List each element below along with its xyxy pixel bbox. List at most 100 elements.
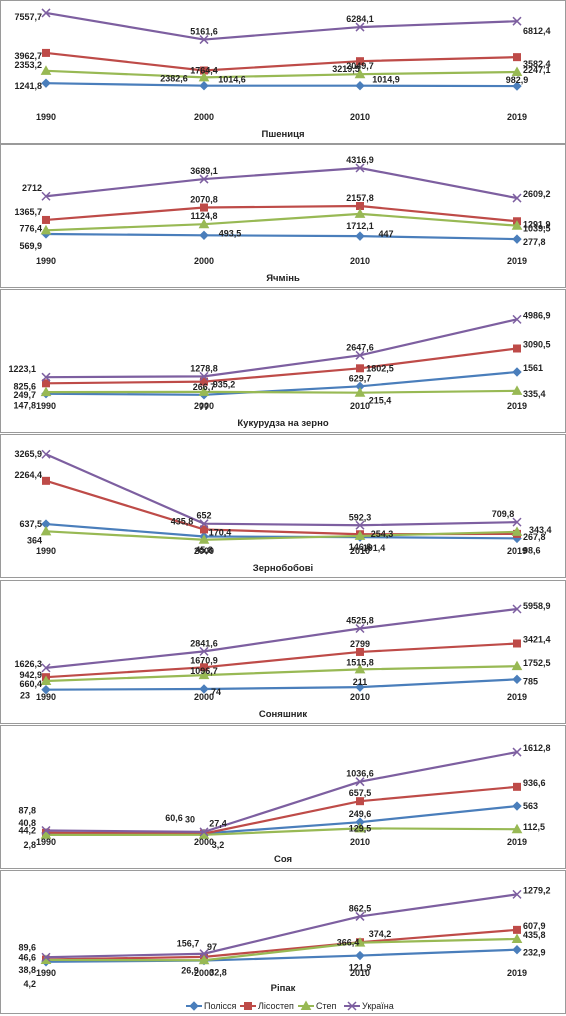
data-point (199, 519, 209, 529)
data-label: 942,9 (19, 670, 42, 680)
data-label: 2247,1 (523, 65, 551, 75)
chart-panel-1: 1241,8 1014,6 1014,9 982,9 3962,7 2382,6 3219,… (0, 0, 566, 144)
data-point (511, 66, 523, 77)
data-point (356, 797, 364, 806)
series-line (45, 678, 518, 691)
data-label: 1096,7 (190, 666, 218, 676)
data-point (354, 68, 366, 79)
data-label: 112,5 (523, 822, 545, 832)
data-label: 74 (211, 687, 221, 697)
x-tick-label: 2000 (194, 401, 214, 411)
data-label: 121,9 (349, 963, 372, 973)
data-point (199, 35, 209, 45)
data-point (355, 911, 365, 921)
data-label: 652 (196, 511, 211, 521)
data-label: 170,4 (209, 527, 232, 537)
data-label: 2382,6 (160, 73, 188, 83)
data-label: 156,7 (177, 939, 200, 949)
data-label: 4316,9 (346, 155, 374, 165)
chart-panel-2: 569,9 493,5 447 277,8 1365,7 2070,8 2157,8 1291… (0, 144, 566, 288)
data-label: 1561 (523, 363, 543, 373)
data-label: 232,9 (523, 948, 546, 958)
series-line (45, 51, 518, 72)
data-label: 211 (353, 677, 368, 687)
data-point (513, 53, 521, 62)
data-point (355, 163, 365, 173)
series-line (45, 453, 518, 527)
x-tick-label: 2010 (350, 968, 370, 978)
data-point (511, 220, 523, 230)
data-label: 3962,7 (14, 51, 42, 61)
data-label: 97 (207, 942, 217, 952)
data-label: 3421,4 (523, 634, 551, 644)
data-label: 98,6 (523, 545, 541, 555)
data-point (511, 933, 523, 943)
data-point (511, 526, 523, 536)
data-label: 4986,9 (523, 310, 551, 320)
data-point (511, 660, 523, 671)
legend-marker-x (347, 1001, 357, 1011)
chart-panel-7: 4,2 26,9 121,9 232,9 46,6 97 374,2 607,9 38,8 32,… (0, 870, 566, 1014)
data-label: 129,5 (349, 823, 372, 833)
x-tick-label: 2010 (350, 401, 370, 411)
data-point (356, 647, 364, 656)
data-label: 335,4 (523, 389, 546, 399)
data-label: 2647,6 (346, 342, 374, 352)
data-label: 1764,4 (190, 65, 218, 75)
data-label: 23 (20, 691, 30, 701)
data-label: 1291,9 (523, 219, 551, 229)
data-label: 862,5 (349, 903, 372, 913)
chart-frame (0, 434, 566, 578)
data-point (513, 782, 521, 791)
series-line (45, 69, 518, 79)
data-label: 44,2 (18, 826, 36, 836)
x-tick-label: 1990 (36, 692, 56, 702)
data-label: 1223,1 (8, 364, 36, 374)
data-point (511, 823, 523, 834)
x-tick-label: 2010 (350, 692, 370, 702)
legend-marker-triangle (300, 1000, 312, 1010)
data-point (198, 218, 210, 229)
chart-panel-6: 40,8 30 249,6 563 44,2 27,4 657,5 936,6 2,8 3,2 12… (0, 725, 566, 869)
x-tick-label: 2010 (350, 837, 370, 847)
data-label: 7557,7 (14, 12, 42, 22)
data-label: 26,9 (181, 966, 199, 976)
data-point (355, 682, 365, 692)
data-label: 89,6 (18, 942, 36, 952)
series-line (45, 389, 518, 394)
data-label: 660,4 (19, 679, 42, 689)
data-point (356, 57, 364, 66)
series-line (45, 166, 518, 200)
data-label: 266,7 (193, 382, 216, 392)
data-label: 38,8 (18, 965, 36, 975)
legend-marker-diamond (189, 1001, 199, 1011)
data-point (512, 747, 522, 757)
data-point (199, 827, 209, 837)
x-tick-label: 2000 (194, 256, 214, 266)
series-line (45, 642, 518, 679)
series-line (45, 370, 518, 396)
data-point (40, 675, 52, 686)
data-point (40, 224, 52, 235)
data-label: 3582,4 (523, 59, 551, 69)
data-point (40, 65, 52, 75)
data-point (200, 377, 208, 386)
series-line (45, 785, 518, 835)
data-point (42, 215, 50, 224)
data-point (198, 71, 210, 82)
data-label: 435,8 (523, 930, 546, 940)
data-label: 1802,5 (366, 363, 394, 373)
data-point (40, 525, 52, 536)
data-label: 776,4 (19, 223, 42, 233)
chart-title: Соя (274, 854, 292, 865)
data-label: 3265,9 (14, 449, 42, 459)
series-line (45, 827, 518, 836)
data-point (41, 449, 51, 459)
data-point (41, 372, 51, 382)
data-label: 366,4 (337, 938, 360, 948)
chart-panel-4: 637,5 170,4 146,6 98,6 2264,4 435,8 254,3 267,8… (0, 434, 566, 578)
data-point (198, 669, 210, 680)
data-label: 637,5 (19, 519, 42, 529)
data-label: 1670,9 (190, 655, 218, 665)
series-line (45, 82, 518, 88)
